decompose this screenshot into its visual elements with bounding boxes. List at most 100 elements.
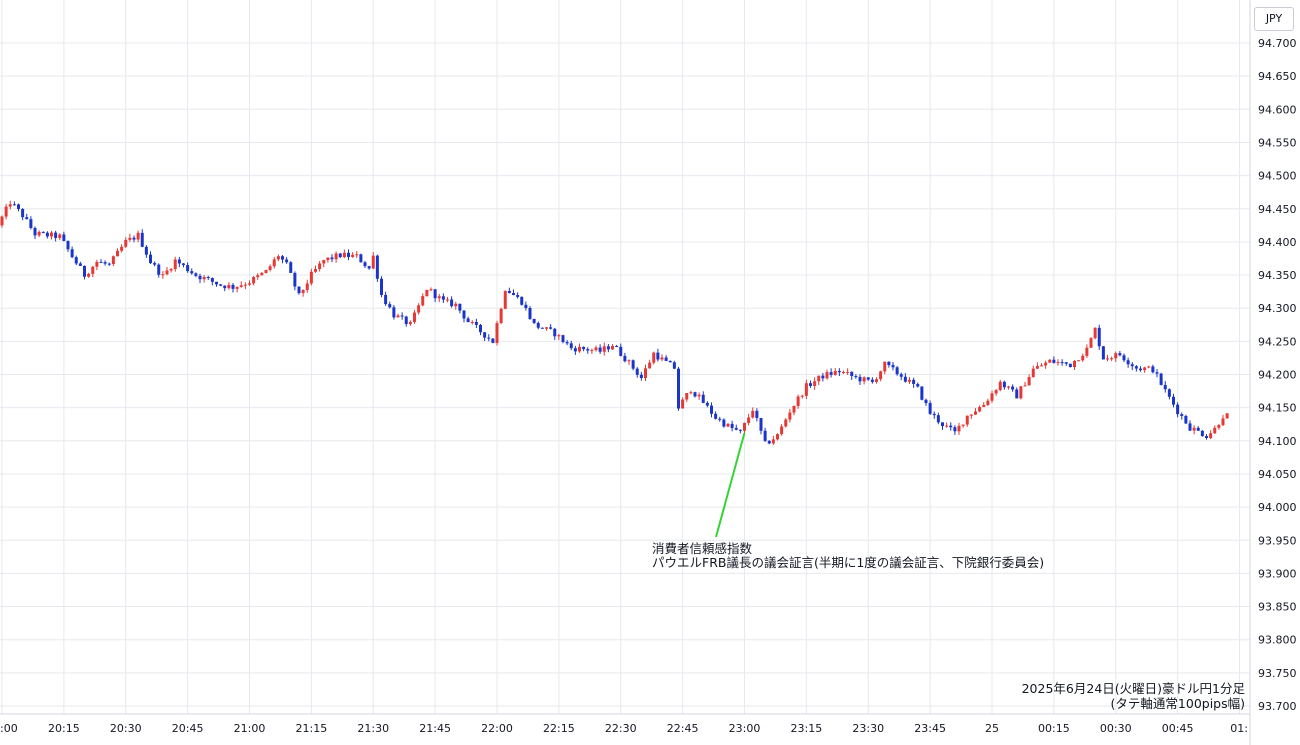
candle-body [487,337,491,339]
candle-body [615,346,619,348]
candle-body [945,425,949,427]
candle-body [462,310,466,319]
candle-body [305,283,309,291]
candle-body [396,315,400,318]
candle-body [384,294,388,305]
candle-body [850,371,854,377]
candle-body [25,217,29,220]
candle-body [734,427,738,430]
candle-body [78,263,82,266]
currency-badge[interactable]: JPY [1254,7,1294,31]
candle-body [289,262,293,273]
candle-body [747,417,751,423]
candle-body [1167,389,1171,397]
x-tick-label: 23:15 [791,722,823,735]
candle-body [62,234,66,241]
candle-body [37,231,41,236]
y-tick-label: 93.750 [1258,667,1297,680]
candle-body [1073,360,1076,368]
candle-body [825,372,829,379]
candle-body [132,237,136,240]
candle-body [961,424,965,426]
candle-body [371,255,375,269]
candle-body [297,286,301,294]
candle-body [268,266,272,270]
y-tick-label: 94.400 [1258,236,1297,249]
candle-body [479,324,482,333]
candle-body [1192,427,1196,431]
candle-body [738,429,742,431]
candle-body [520,296,524,305]
y-tick-label: 93.900 [1258,567,1297,580]
candle-body [12,204,16,206]
x-tick-label: 21:45 [419,722,451,735]
candle-body [602,346,606,352]
candle-body [1122,355,1126,361]
candle-body [157,264,161,275]
candle-body [528,307,532,319]
x-tick-label: 21:30 [357,722,389,735]
candle-body [433,289,437,299]
candle-body [788,412,792,420]
x-tick-label: 23:45 [914,722,946,735]
candle-body [573,348,577,352]
candle-body [326,257,330,261]
candle-body [1110,358,1114,360]
candle-body [322,260,326,264]
candle-body [58,234,62,238]
candle-body [1007,386,1010,388]
candle-body [425,289,429,297]
candle-body [664,357,668,361]
candle-body [908,379,911,382]
candle-body [582,346,586,350]
candle-body [1093,327,1097,339]
candle-body [252,277,256,284]
y-tick-label: 93.850 [1258,601,1297,614]
candle-body [623,355,627,362]
candle-body [891,365,895,368]
candle-body [144,246,148,255]
candle-body [895,367,899,375]
y-tick-label: 94.650 [1258,70,1297,83]
candle-body [771,439,775,444]
candle-body [334,253,338,260]
candle-body [1200,430,1204,437]
candle-body [260,273,264,276]
candle-body [627,360,631,362]
x-tick-label: 00:45 [1162,722,1194,735]
candle-body [1225,413,1229,419]
axes [0,0,1251,745]
candle-body [314,269,317,272]
candle-body [932,413,936,416]
candle-body [619,346,623,356]
candle-body [128,237,132,240]
candle-body [165,270,169,275]
x-tick-label: 00:30 [1100,722,1132,735]
candle-body [751,410,755,418]
candle-body [1126,360,1130,365]
candle-body [928,403,932,414]
candle-body [912,379,916,384]
candle-body [285,259,289,263]
candle-body [763,430,767,441]
candle-body [1196,427,1200,431]
candle-body [173,259,177,270]
candle-body [883,361,887,372]
x-axis-ticks: :00 20:15 20:30 20:45 21:00 21:15 21:30 21:45 22… [0,722,1248,735]
candle-body [866,377,870,380]
candle-body [986,400,990,406]
candle-body [359,254,363,263]
candle-body [1085,347,1089,356]
candle-body [1064,362,1068,364]
candle-body [1081,355,1085,361]
candle-body [792,405,796,413]
candle-body [512,293,515,296]
candle-body [454,303,458,307]
candle-body [404,316,408,325]
candle-body [272,259,276,267]
y-tick-label: 94.600 [1258,103,1297,116]
candle-body [1052,359,1056,363]
candle-body [685,393,689,400]
candle-body [1155,372,1159,374]
